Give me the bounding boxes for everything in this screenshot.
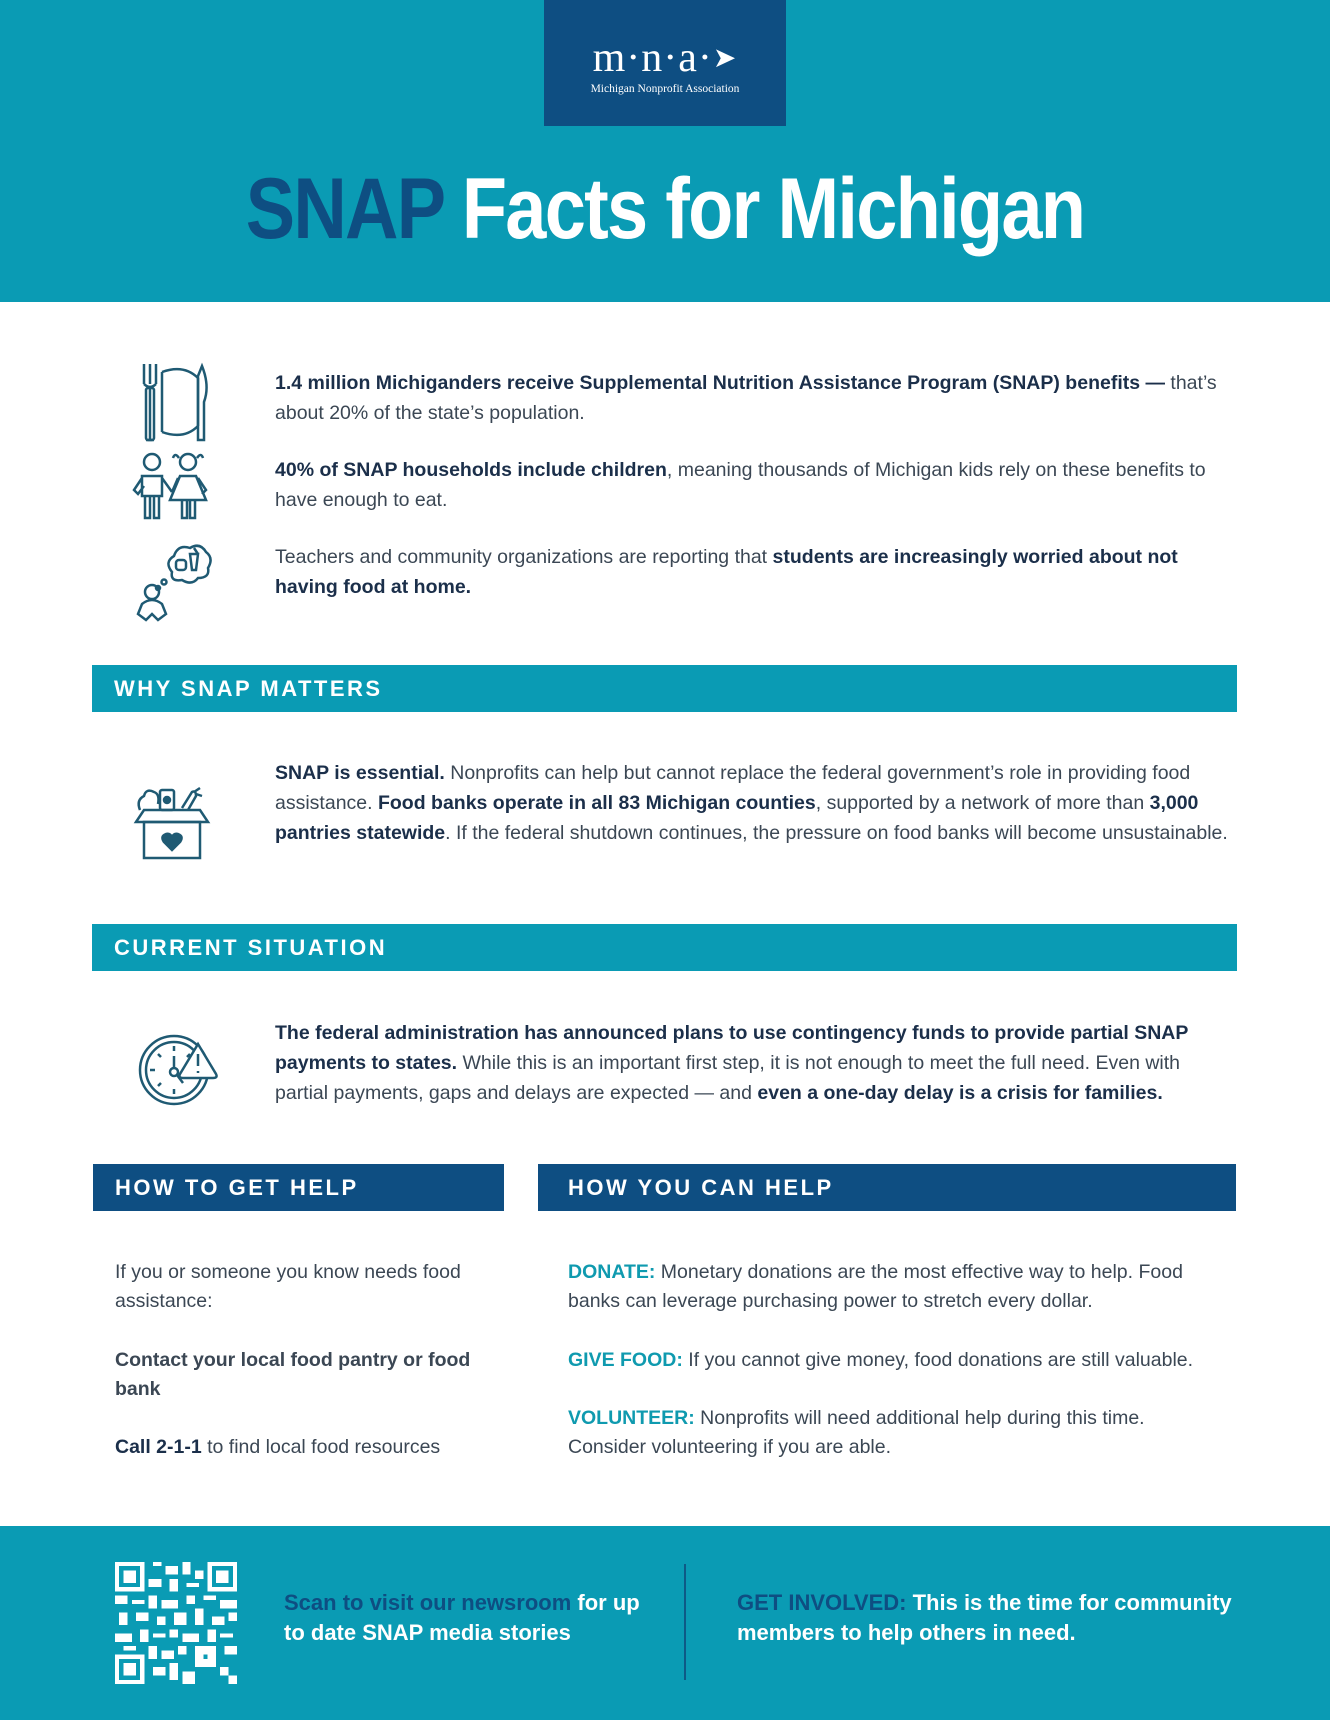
bold-crisis: even a one-day delay is a crisis for fam…	[757, 1082, 1163, 1104]
call-211[interactable]: Call 2-1-1	[115, 1436, 202, 1458]
get-involved-cta: GET INVOLVED: This is the time for commu…	[737, 1588, 1257, 1648]
fact-bold: students are increasingly worried about …	[275, 546, 1178, 598]
scan-light-text: for up to date SNAP media stories	[284, 1590, 640, 1645]
section-heading-how-to-get-help: HOW TO GET HELP	[93, 1164, 504, 1211]
header-banner: m·n·a·➤ Michigan Nonprofit Association S…	[0, 0, 1330, 302]
clock-warning-icon	[138, 1034, 218, 1106]
volunteer-text: Nonprofits will need additional help dur…	[568, 1407, 1145, 1458]
logo-org-name: Michigan Nonprofit Association	[590, 83, 740, 95]
fact-text: 1.4 million Michiganders receive Supplem…	[275, 368, 1230, 428]
give-food-text: If you cannot give money, food donations…	[682, 1349, 1194, 1371]
donate-label: DONATE:	[568, 1261, 656, 1283]
help-item-volunteer: VOLUNTEER: Nonprofits will need addition…	[568, 1404, 1208, 1462]
give-food-label: GIVE FOOD:	[568, 1349, 683, 1371]
get-involved-text: This is the time for community members t…	[737, 1590, 1232, 1645]
body-text: Nonprofits can help but cannot replace t…	[275, 762, 1191, 814]
logo-mark: m·n·a·➤	[544, 36, 786, 81]
title-snap: SNAP	[245, 161, 445, 257]
worried-student-thought-bubble-icon	[136, 544, 212, 622]
bold-pantries: 3,000 pantries statewide	[275, 792, 1199, 844]
section-heading-how-you-can-help: HOW YOU CAN HELP	[538, 1164, 1236, 1211]
help-item-give-food: GIVE FOOD: If you cannot give money, foo…	[568, 1346, 1248, 1375]
page-title: SNAP Facts for Michigan	[93, 160, 1237, 259]
help-item-donate: DONATE: Monetary donations are the most …	[568, 1258, 1228, 1316]
section-heading-current-situation: CURRENT SITUATION	[92, 924, 1237, 971]
logo-letters: m·n·a·	[592, 35, 713, 81]
footer-banner: Scan to visit our newsroom for up to dat…	[0, 1526, 1330, 1720]
mna-logo[interactable]: m·n·a·➤ Michigan Nonprofit Association	[544, 0, 786, 126]
footer-divider	[684, 1564, 686, 1680]
call-rest: to find local food resources	[201, 1436, 441, 1458]
arrow-icon: ➤	[712, 43, 738, 74]
why-snap-matters-text: SNAP is essential. Nonprofits can help b…	[275, 758, 1235, 848]
body-text: . If the federal shutdown continues, the…	[445, 822, 1228, 844]
body-text: , supported by a network of more than	[815, 792, 1150, 814]
fact-pre: Teachers and community organizations are…	[275, 546, 773, 568]
get-help-call: Call 2-1-1 to find local food resources	[115, 1433, 495, 1462]
body-text: While this is an important first step, i…	[275, 1052, 1181, 1104]
get-help-contact: Contact your local food pantry or food b…	[115, 1349, 471, 1400]
get-help-intro: If you or someone you know needs food as…	[115, 1261, 461, 1312]
bold-snap-essential: SNAP is essential.	[275, 762, 445, 784]
newsroom-cta[interactable]: Scan to visit our newsroom for up to dat…	[284, 1588, 644, 1648]
children-holding-hands-icon	[132, 452, 208, 520]
title-rest: Facts for Michigan	[442, 161, 1086, 257]
section-heading-why-snap-matters: WHY SNAP MATTERS	[92, 665, 1237, 712]
fact-text: Teachers and community organizations are…	[275, 542, 1230, 602]
current-situation-text: The federal administration has announced…	[275, 1018, 1235, 1108]
bold-announcement: The federal administration has announced…	[275, 1022, 1189, 1074]
fact-bold: 1.4 million Michiganders receive Supplem…	[275, 372, 1165, 394]
fact-bold: 40% of SNAP households include children	[275, 459, 667, 481]
bold-food-banks: Food banks operate in all 83 Michigan co…	[377, 792, 816, 814]
fact-text: 40% of SNAP households include children,…	[275, 455, 1230, 515]
get-involved-label: GET INVOLVED:	[737, 1590, 907, 1615]
fact-rest: that’s about 20% of the state’s populati…	[275, 372, 1217, 424]
scan-dark-text: Scan to visit our newsroom	[284, 1590, 572, 1615]
food-box-heart-icon	[133, 786, 211, 860]
plate-fork-knife-icon	[142, 362, 208, 442]
volunteer-label: VOLUNTEER:	[568, 1407, 695, 1429]
qr-code-icon[interactable]	[115, 1562, 237, 1684]
fact-rest: , meaning thousands of Michigan kids rel…	[275, 459, 1206, 511]
donate-text: Monetary donations are the most effectiv…	[568, 1261, 1183, 1312]
